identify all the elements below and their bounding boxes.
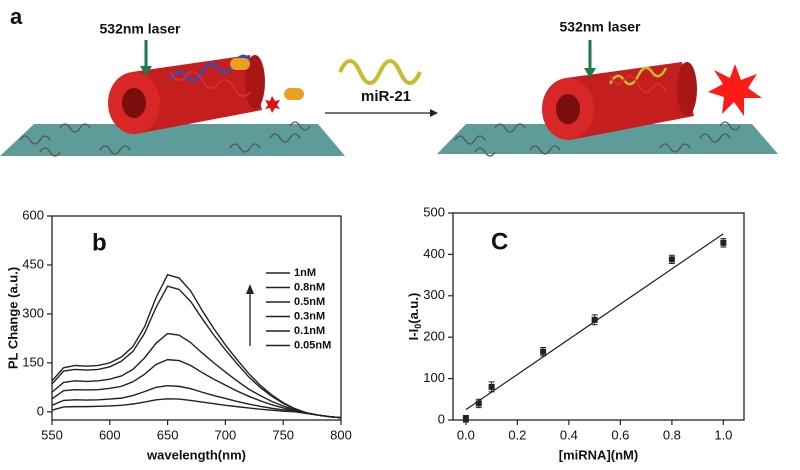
arrow-head xyxy=(430,109,438,117)
quencher xyxy=(284,88,304,100)
x-tick-label: 650 xyxy=(157,427,179,442)
probes xyxy=(454,121,741,157)
data-point xyxy=(668,256,675,263)
spectrum-line xyxy=(51,358,342,419)
laser-label: 532nm laser xyxy=(560,19,641,35)
x-tick-label: 0.2 xyxy=(508,427,526,442)
y-label-part: (a.u.) xyxy=(406,293,421,324)
legend-label: 0.8nM xyxy=(294,281,325,293)
plot-frame xyxy=(51,215,342,421)
legend-label: 0.3nM xyxy=(294,310,325,322)
x-tick-label: 550 xyxy=(41,427,63,442)
dim-star xyxy=(265,96,280,113)
y-tick-label: 0 xyxy=(438,411,445,426)
data-point xyxy=(720,239,727,246)
mirna-strand xyxy=(338,59,422,85)
quencher xyxy=(230,58,250,70)
x-tick-label: 750 xyxy=(272,427,294,442)
tube-hole xyxy=(122,88,146,118)
y-tick-label: 600 xyxy=(22,207,44,222)
legend-label: 0.05nM xyxy=(294,339,331,351)
schematic: a 532nm laser miR-21 532nm laser xyxy=(0,4,778,157)
nanotube xyxy=(566,62,694,140)
y-axis-label: PL Change (a.u.) xyxy=(5,267,20,369)
panel-label: a xyxy=(10,4,23,29)
spectrum-line xyxy=(51,398,342,419)
bright-star xyxy=(708,64,762,116)
spectrum-line xyxy=(51,385,342,419)
y-tick-label: 500 xyxy=(423,204,445,219)
data-point xyxy=(462,415,469,422)
tube-hole xyxy=(556,94,580,124)
legend-label: 0.5nM xyxy=(294,296,325,308)
spectrum-line xyxy=(51,332,342,419)
y-tick-label: 0 xyxy=(37,403,44,418)
x-tick-label: 0.8 xyxy=(663,427,681,442)
y-tick-label: 100 xyxy=(423,370,445,385)
y-axis-label: I-I0(a.u.) xyxy=(406,293,423,341)
tube-end xyxy=(677,62,697,116)
y-label-part: 0 xyxy=(413,324,423,329)
x-tick-label: 0.4 xyxy=(560,427,578,442)
duplex xyxy=(609,74,667,94)
laser-head xyxy=(584,68,596,78)
data-point xyxy=(591,316,598,323)
y-tick-label: 450 xyxy=(22,256,44,271)
substrate xyxy=(0,124,345,156)
spectrum-line xyxy=(51,285,342,419)
x-tick-label: 600 xyxy=(99,427,121,442)
y-tick-label: 300 xyxy=(22,305,44,320)
y-tick-label: 150 xyxy=(22,354,44,369)
data-point xyxy=(488,383,495,390)
panel-label: b xyxy=(92,229,107,256)
legend-label: 1nM xyxy=(294,267,316,279)
data-point xyxy=(540,348,547,355)
plot-frame xyxy=(452,212,745,421)
reagent-label: miR-21 xyxy=(361,88,411,105)
nanotube xyxy=(132,55,262,134)
x-tick-label: 700 xyxy=(215,427,237,442)
probes xyxy=(19,121,311,157)
x-axis-label: [miRNA](nM) xyxy=(559,447,638,462)
x-tick-label: 800 xyxy=(330,427,352,442)
data-point xyxy=(475,400,482,407)
x-tick-label: 0.0 xyxy=(457,427,475,442)
y-tick-label: 200 xyxy=(423,329,445,344)
y-label-part: I-I xyxy=(406,329,421,341)
x-axis-label: wavelength(nm) xyxy=(146,447,246,462)
tube-end xyxy=(245,55,265,109)
x-tick-label: 1.0 xyxy=(714,427,732,442)
laser-head xyxy=(140,66,152,76)
laser-label: 532nm laser xyxy=(100,21,181,37)
trend-arrow-head xyxy=(246,284,254,294)
panel-label: C xyxy=(491,228,508,255)
dna xyxy=(169,70,251,98)
y-tick-label: 300 xyxy=(423,287,445,302)
duplex xyxy=(608,66,668,86)
substrate xyxy=(437,124,778,154)
x-tick-label: 0.6 xyxy=(611,427,629,442)
y-tick-label: 400 xyxy=(423,246,445,261)
legend-label: 0.1nM xyxy=(294,325,325,337)
